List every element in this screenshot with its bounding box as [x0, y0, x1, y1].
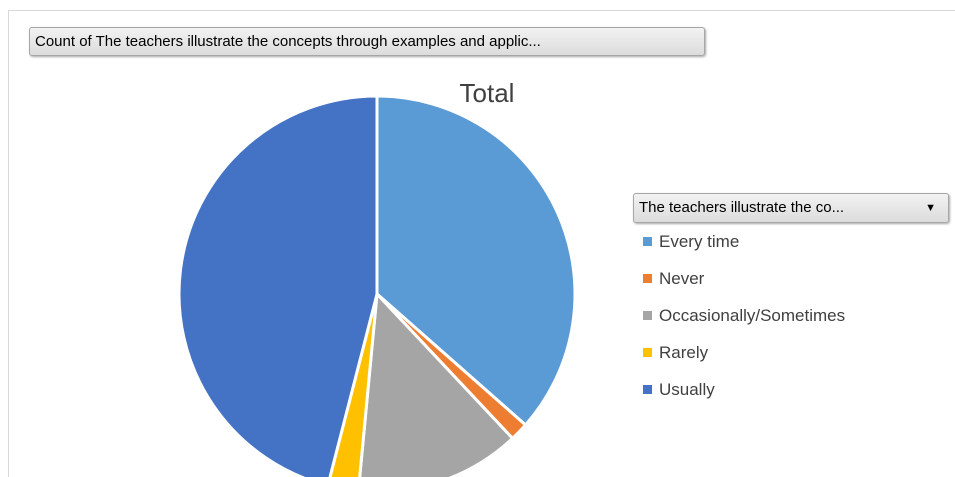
- pie-slice-usually[interactable]: [177, 94, 379, 477]
- pie-slice-occasionally-sometimes[interactable]: [358, 292, 515, 477]
- legend-label: Occasionally/Sometimes: [659, 306, 846, 325]
- legend-label: Usually: [659, 380, 715, 399]
- legend-swatch: [643, 274, 652, 283]
- legend-field-label: The teachers illustrate the co...: [639, 199, 845, 216]
- legend-label: Rarely: [659, 343, 709, 362]
- chart-area-border-top: [8, 10, 955, 11]
- legend-entry[interactable]: Rarely: [643, 340, 845, 377]
- legend-entry[interactable]: Occasionally/Sometimes: [643, 303, 845, 340]
- pie-slice-rarely[interactable]: [328, 292, 379, 477]
- chevron-down-icon: ▼: [925, 202, 936, 214]
- pie-slice-every-time[interactable]: [375, 94, 577, 427]
- chart-area-border-left: [8, 10, 9, 477]
- legend-entry[interactable]: Never: [643, 266, 845, 303]
- chart-legend: Every time Never Occasionally/Sometimes Rar…: [643, 229, 845, 414]
- legend-swatch: [643, 311, 652, 320]
- legend-swatch: [643, 237, 652, 246]
- legend-entry[interactable]: Every time: [643, 229, 845, 266]
- legend-entry[interactable]: Usually: [643, 377, 845, 414]
- legend-swatch: [643, 348, 652, 357]
- chart-title: Total: [459, 78, 515, 108]
- value-field-button[interactable]: Count of The teachers illustrate the con…: [29, 27, 705, 56]
- legend-label: Never: [659, 269, 705, 288]
- legend-field-filter-button[interactable]: The teachers illustrate the co... ▼: [633, 193, 949, 223]
- legend-label: Every time: [659, 232, 740, 251]
- legend-swatch: [643, 385, 652, 394]
